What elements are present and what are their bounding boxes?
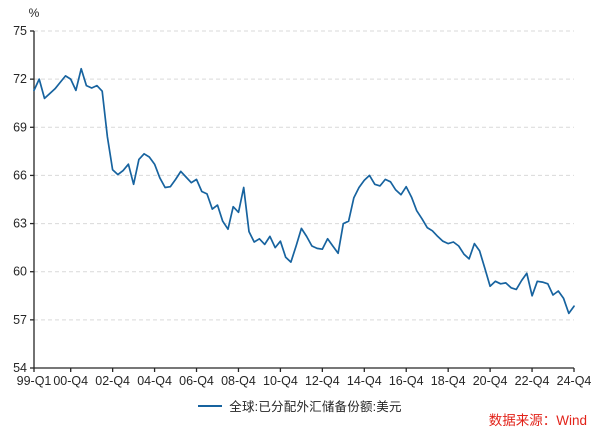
- x-tick-label-99-Q1: 99-Q1: [17, 374, 52, 388]
- x-tick-label-24-Q4: 24-Q4: [557, 374, 592, 388]
- x-tick-label-22-Q4: 22-Q4: [515, 374, 550, 388]
- x-tick-label-20-Q4: 20-Q4: [473, 374, 508, 388]
- usd-reserve-share-series-line: [33, 67, 575, 315]
- y-tick-label-69: 69: [13, 120, 27, 134]
- y-tick-label-54: 54: [13, 361, 27, 375]
- y-tick-label-72: 72: [13, 72, 27, 86]
- y-tick-label-66: 66: [13, 168, 27, 182]
- x-tick-label-16-Q4: 16-Q4: [389, 374, 424, 388]
- x-tick-label-12-Q4: 12-Q4: [305, 374, 340, 388]
- x-tick-label-08-Q4: 08-Q4: [221, 374, 256, 388]
- legend-series-label: 全球:已分配外汇储备份额:美元: [229, 400, 402, 414]
- y-tick-label-63: 63: [13, 217, 27, 231]
- y-axis-unit-label: %: [28, 6, 40, 20]
- y-tick-label-60: 60: [13, 265, 27, 279]
- legend: 全球:已分配外汇储备份额:美元: [0, 396, 600, 415]
- x-tick-label-00-Q4: 00-Q4: [53, 374, 88, 388]
- x-tick-label-18-Q4: 18-Q4: [431, 374, 466, 388]
- x-tick-label-04-Q4: 04-Q4: [137, 374, 172, 388]
- x-tick-label-10-Q4: 10-Q4: [263, 374, 298, 388]
- x-tick-label-14-Q4: 14-Q4: [347, 374, 382, 388]
- y-tick-label-75: 75: [13, 24, 27, 38]
- x-tick-label-02-Q4: 02-Q4: [95, 374, 130, 388]
- x-tick-label-06-Q4: 06-Q4: [179, 374, 214, 388]
- legend-line-marker: [198, 404, 223, 407]
- data-source-label: 数据来源：Wind: [488, 413, 587, 428]
- y-tick-label-57: 57: [13, 313, 27, 327]
